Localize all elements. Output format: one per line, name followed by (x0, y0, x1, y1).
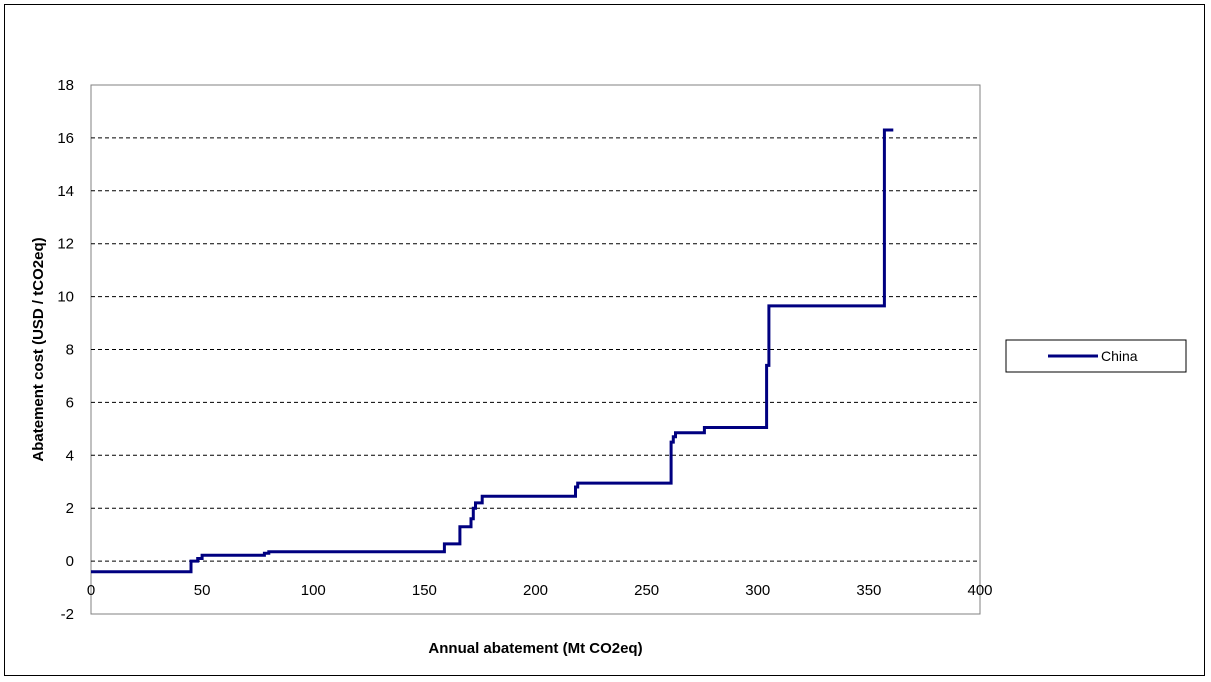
x-tick-labels: 0 50 100 150 200 250 300 350 400 (87, 582, 993, 599)
series-line-china (91, 128, 894, 574)
y-tick-label: 10 (57, 289, 74, 306)
x-tick-label: 250 (634, 582, 659, 599)
y-tick-label: 6 (66, 394, 74, 411)
gridlines (91, 137, 980, 562)
legend: China (1005, 339, 1187, 373)
y-axis-title: Abatement cost (USD / tCO2eq) (30, 237, 47, 461)
y-tick-labels: -2 0 2 4 6 8 10 12 14 16 18 (57, 77, 74, 623)
chart-svg: -2 0 2 4 6 8 10 12 14 16 18 0 50 100 150 200 250 300 350 4… (30, 77, 1187, 657)
y-tick-label: 16 (57, 130, 74, 147)
y-tick-label: 4 (66, 447, 74, 464)
x-tick-label: 50 (194, 582, 211, 599)
x-tick-label: 300 (745, 582, 770, 599)
x-tick-label: 200 (523, 582, 548, 599)
series-group (91, 128, 894, 574)
x-tick-label: 400 (967, 582, 992, 599)
x-tick-label: 0 (87, 582, 95, 599)
x-axis-title: Annual abatement (Mt CO2eq) (428, 640, 642, 657)
x-tick-label: 350 (856, 582, 881, 599)
y-tick-label: 0 (66, 553, 74, 570)
y-tick-label: 18 (57, 77, 74, 94)
x-tick-label: 150 (412, 582, 437, 599)
y-tick-label: 14 (57, 183, 74, 200)
x-tick-label: 100 (301, 582, 326, 599)
y-tick-label: 2 (66, 500, 74, 517)
legend-label-china: China (1101, 348, 1138, 364)
y-tick-label: -2 (61, 606, 74, 623)
y-tick-label: 8 (66, 342, 74, 359)
y-tick-label: 12 (57, 236, 74, 253)
chart-area: -2 0 2 4 6 8 10 12 14 16 18 0 50 100 150 200 250 300 350 4… (4, 4, 1205, 676)
